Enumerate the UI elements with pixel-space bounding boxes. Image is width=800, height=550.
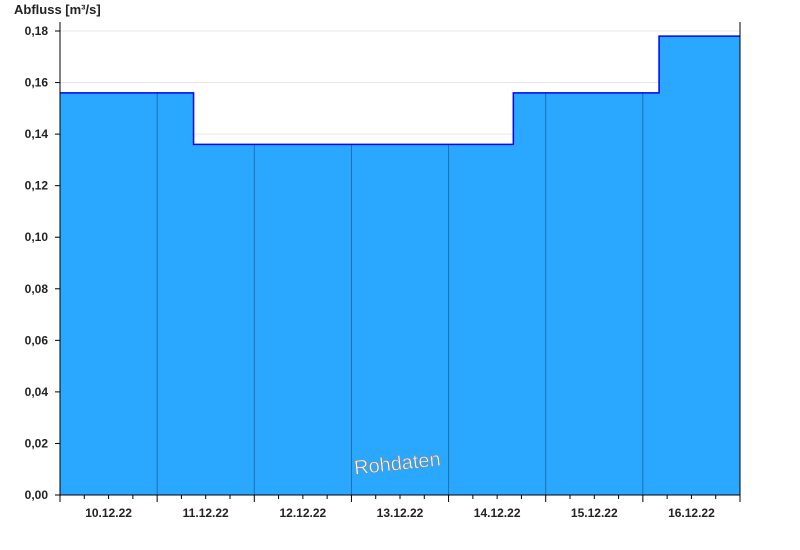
y-tick-label: 0,08 [25,282,49,296]
x-tick-label: 16.12.22 [668,506,715,520]
y-tick-label: 0,00 [25,488,49,502]
y-tick-label: 0,04 [25,385,49,399]
x-tick-label: 11.12.22 [183,506,229,520]
y-tick-label: 0,12 [25,179,49,193]
x-tick-label: 13.12.22 [377,506,424,520]
x-tick-label: 14.12.22 [474,506,521,520]
y-tick-label: 0,14 [25,127,49,141]
y-axis-title: Abfluss [m³/s] [14,2,101,17]
x-tick-label: 10.12.22 [85,506,132,520]
y-tick-label: 0,10 [25,230,49,244]
area-fill [60,36,740,496]
y-tick-label: 0,18 [25,24,49,38]
x-tick-label: 15.12.22 [571,506,618,520]
y-tick-label: 0,02 [25,436,49,450]
series-line [60,35,740,146]
x-tick-label: 12.12.22 [279,506,326,520]
y-tick-label: 0,16 [25,76,49,90]
y-tick-label: 0,06 [25,333,49,347]
